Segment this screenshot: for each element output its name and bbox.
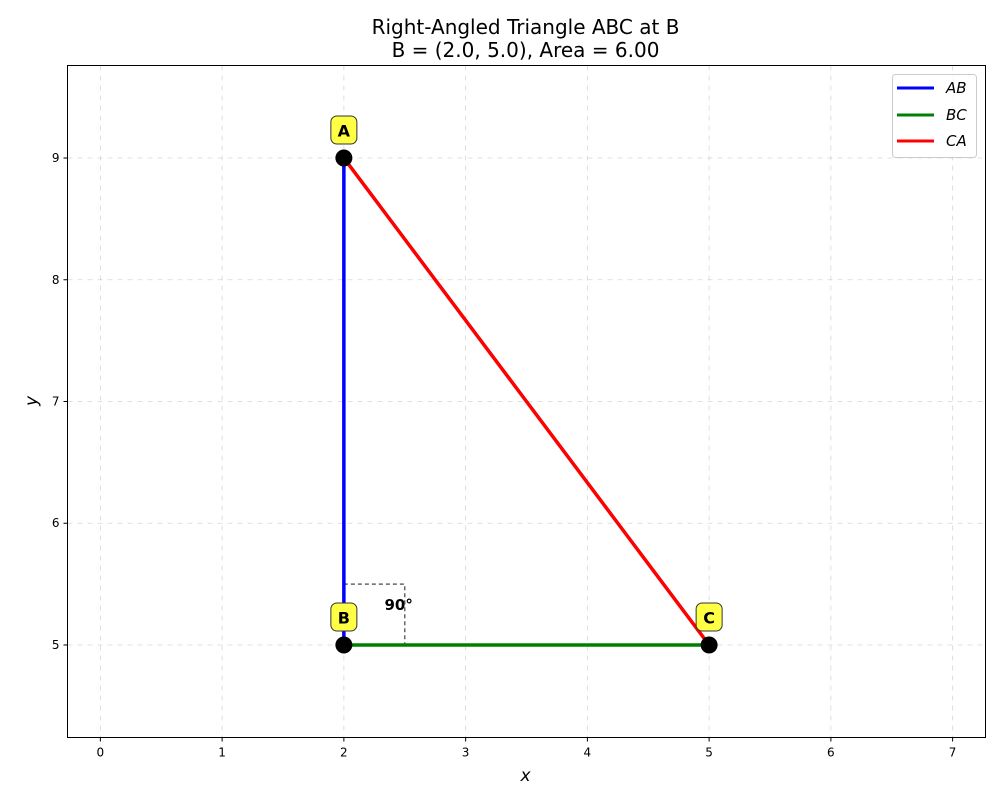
y-tick-label: 8	[52, 273, 60, 287]
vertex-b-label-box	[330, 602, 358, 632]
legend-label-ca: CA	[946, 132, 967, 150]
side-ca	[342, 156, 711, 647]
legend: AB BC CA	[892, 74, 977, 158]
plot-frame	[67, 65, 986, 738]
legend-label-bc: BC	[946, 106, 967, 124]
x-tick-label: 4	[584, 746, 592, 760]
vertex-b-label: B	[338, 608, 350, 627]
vertex-a-label: A	[338, 122, 351, 141]
vertex-c-label: C	[703, 608, 715, 627]
vertex-c-point	[700, 636, 718, 654]
chart-title: Right-Angled Triangle ABC at B	[372, 15, 680, 39]
vertex-c-label-box	[695, 602, 723, 632]
x-tick-label: 2	[340, 746, 348, 760]
x-tick-label: 6	[827, 746, 835, 760]
y-tick-label: 6	[52, 516, 60, 530]
grid-layer	[67, 65, 986, 738]
right-angle-marker	[343, 583, 406, 645]
x-tick-label: 0	[97, 746, 105, 760]
x-tick-label: 3	[462, 746, 470, 760]
chart-subtitle: B = (2.0, 5.0), Area = 6.00	[392, 38, 660, 62]
y-axis-label: y	[22, 395, 42, 407]
y-tick-label: 7	[52, 395, 60, 409]
tick-layer: 0 1 2 3 4 5 6 7 5 6 7 8 9	[52, 151, 957, 759]
x-tick-label: 5	[705, 746, 713, 760]
vertex-b-point	[335, 636, 353, 654]
y-tick-label: 9	[52, 151, 60, 165]
legend-label-ab: AB	[945, 79, 967, 97]
legend-box	[892, 74, 977, 158]
x-tick-label: 1	[218, 746, 226, 760]
data-layer: A B C 90°	[330, 115, 723, 654]
x-axis-label: x	[519, 766, 531, 786]
vertex-a-label-box	[330, 115, 358, 145]
x-tick-label: 7	[949, 746, 957, 760]
vertex-a-point	[335, 149, 353, 167]
angle-annotation: 90°	[384, 596, 412, 614]
y-tick-label: 5	[52, 638, 60, 652]
